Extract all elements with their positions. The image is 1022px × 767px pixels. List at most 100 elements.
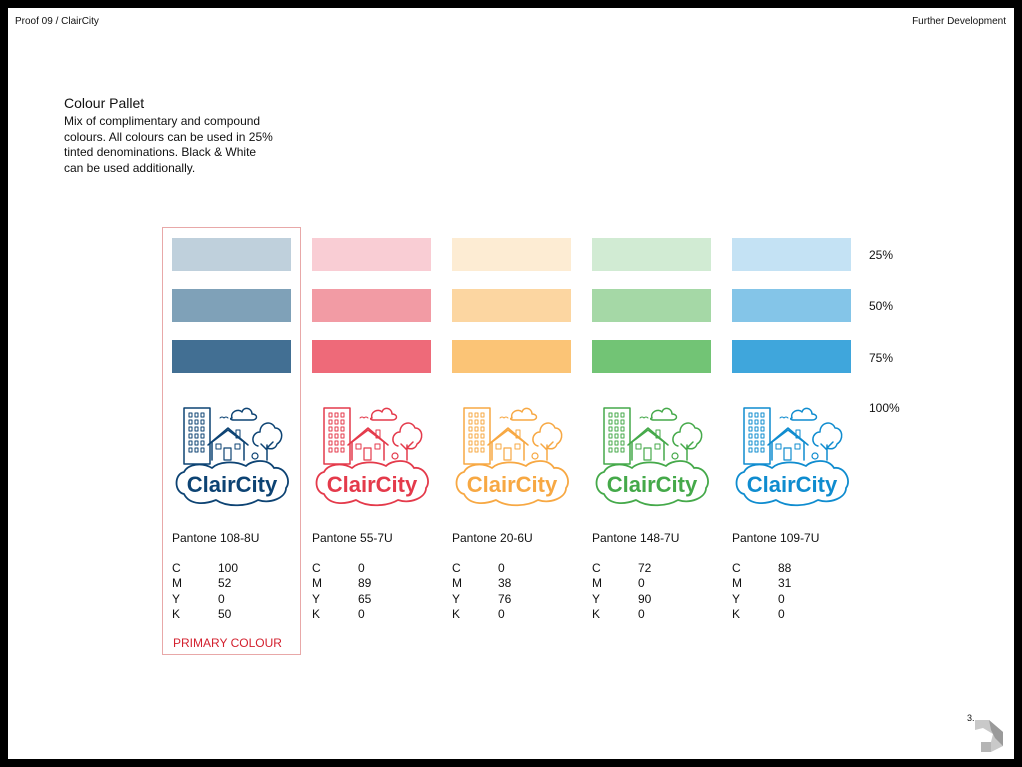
cmyk-channel-label: K bbox=[592, 606, 601, 621]
cmyk-channel-value: 65 bbox=[358, 591, 372, 606]
tint-swatch-50 bbox=[452, 289, 571, 322]
cmyk-channel-value: 38 bbox=[498, 576, 512, 591]
cmyk-channel-label: M bbox=[592, 576, 602, 591]
tint-swatch-75 bbox=[172, 340, 291, 373]
cmyk-channel-value: 52 bbox=[218, 576, 232, 591]
cmyk-channel-label: C bbox=[172, 561, 181, 575]
cmyk-channel-value: 72 bbox=[638, 561, 652, 575]
cmyk-channel-value: 100 bbox=[218, 561, 239, 575]
cmyk-values: C 0 M 89 Y 65 K 0 bbox=[312, 561, 371, 622]
cmyk-channel-value: 0 bbox=[218, 591, 225, 606]
tint-swatch-50 bbox=[592, 289, 711, 322]
cmyk-row: C 100 bbox=[172, 561, 238, 576]
page-number: 3. bbox=[967, 713, 975, 723]
tint-swatch-75 bbox=[312, 340, 431, 373]
cmyk-values: C 0 M 38 Y 76 K 0 bbox=[452, 561, 511, 622]
cmyk-channel-value: 0 bbox=[498, 561, 505, 575]
cmyk-row: M 31 bbox=[732, 576, 791, 591]
cmyk-channel-label: M bbox=[732, 576, 742, 591]
cmyk-channel-value: 76 bbox=[498, 591, 512, 606]
cmyk-values: C 88 M 31 Y 0 K 0 bbox=[732, 561, 791, 622]
cmyk-channel-label: Y bbox=[452, 591, 461, 606]
tint-swatch-25 bbox=[732, 238, 851, 271]
logo-wordmark: ClairCity bbox=[187, 472, 278, 497]
pantone-code: Pantone 20-6U bbox=[452, 531, 533, 545]
cmyk-channel-label: C bbox=[592, 561, 601, 575]
cmyk-channel-label: C bbox=[732, 561, 741, 575]
cmyk-row: K 50 bbox=[172, 607, 238, 622]
tint-swatch-50 bbox=[312, 289, 431, 322]
cmyk-values: C 72 M 0 Y 90 K 0 bbox=[592, 561, 651, 622]
cmyk-channel-value: 0 bbox=[358, 561, 365, 575]
cmyk-channel-label: C bbox=[452, 561, 461, 575]
tint-label-75: 75% bbox=[869, 351, 894, 365]
cmyk-channel-label: Y bbox=[312, 591, 321, 606]
claircity-logo-icon: ClairCity bbox=[175, 407, 289, 507]
cmyk-channel-label: Y bbox=[592, 591, 601, 606]
tint-swatch-25 bbox=[312, 238, 431, 271]
claircity-logo-icon: ClairCity bbox=[315, 407, 429, 507]
cmyk-channel-label: M bbox=[452, 576, 462, 591]
tint-swatch-50 bbox=[172, 289, 291, 322]
cmyk-row: Y 65 bbox=[312, 592, 371, 607]
cmyk-channel-label: C bbox=[312, 561, 321, 575]
cmyk-channel-label: K bbox=[732, 606, 741, 621]
claircity-logo-icon: ClairCity bbox=[455, 407, 569, 507]
document-page: Proof 09 / ClairCity Further Development… bbox=[8, 8, 1014, 759]
pantone-code: Pantone 148-7U bbox=[592, 531, 680, 545]
tint-swatch-75 bbox=[452, 340, 571, 373]
claircity-logo-icon: ClairCity bbox=[595, 407, 709, 507]
cmyk-channel-value: 90 bbox=[638, 591, 652, 606]
cmyk-channel-value: 31 bbox=[778, 576, 792, 591]
tint-label-25: 25% bbox=[869, 248, 894, 262]
primary-colour-highlight-box bbox=[162, 227, 301, 655]
cmyk-row: M 38 bbox=[452, 576, 511, 591]
cmyk-row: C 88 bbox=[732, 561, 791, 576]
header-proof-label: Proof 09 / ClairCity bbox=[15, 16, 99, 27]
cmyk-channel-label: Y bbox=[172, 591, 181, 606]
cmyk-channel-value: 89 bbox=[358, 576, 372, 591]
logo-wordmark: ClairCity bbox=[327, 472, 418, 497]
tint-swatch-75 bbox=[732, 340, 851, 373]
cmyk-channel-value: 0 bbox=[358, 606, 365, 621]
section-description: Mix of complimentary and compound colour… bbox=[64, 114, 273, 175]
cmyk-row: Y 76 bbox=[452, 592, 511, 607]
cmyk-channel-label: M bbox=[312, 576, 322, 591]
cmyk-channel-label: M bbox=[172, 576, 182, 591]
brand-mark-icon bbox=[975, 720, 1003, 752]
header-section-label: Further Development bbox=[912, 16, 1006, 27]
pantone-code: Pantone 108-8U bbox=[172, 531, 260, 545]
cmyk-row: M 89 bbox=[312, 576, 371, 591]
cmyk-values: C 100 M 52 Y 0 K 50 bbox=[172, 561, 238, 622]
cmyk-channel-value: 0 bbox=[638, 576, 645, 591]
tint-swatch-25 bbox=[452, 238, 571, 271]
pantone-code: Pantone 55-7U bbox=[312, 531, 393, 545]
claircity-logo-icon: ClairCity bbox=[735, 407, 849, 507]
cmyk-channel-value: 0 bbox=[778, 606, 785, 621]
logo-wordmark: ClairCity bbox=[747, 472, 838, 497]
tint-swatch-25 bbox=[592, 238, 711, 271]
tint-label-100: 100% bbox=[869, 401, 900, 415]
logo-wordmark: ClairCity bbox=[467, 472, 558, 497]
cmyk-row: M 52 bbox=[172, 576, 238, 591]
primary-colour-label: PRIMARY COLOUR bbox=[173, 636, 282, 650]
cmyk-channel-value: 50 bbox=[218, 606, 232, 621]
tint-label-50: 50% bbox=[869, 299, 894, 313]
section-title: Colour Pallet bbox=[64, 95, 145, 111]
cmyk-channel-value: 0 bbox=[778, 591, 785, 606]
cmyk-channel-label: Y bbox=[732, 591, 741, 606]
tint-swatch-75 bbox=[592, 340, 711, 373]
tint-swatch-25 bbox=[172, 238, 291, 271]
cmyk-row: Y 90 bbox=[592, 592, 651, 607]
cmyk-channel-value: 0 bbox=[498, 606, 505, 621]
tint-swatch-50 bbox=[732, 289, 851, 322]
